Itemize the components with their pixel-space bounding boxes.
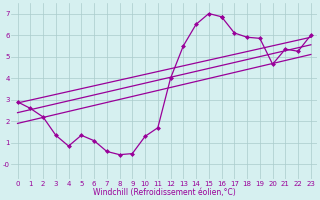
- X-axis label: Windchill (Refroidissement éolien,°C): Windchill (Refroidissement éolien,°C): [93, 188, 236, 197]
